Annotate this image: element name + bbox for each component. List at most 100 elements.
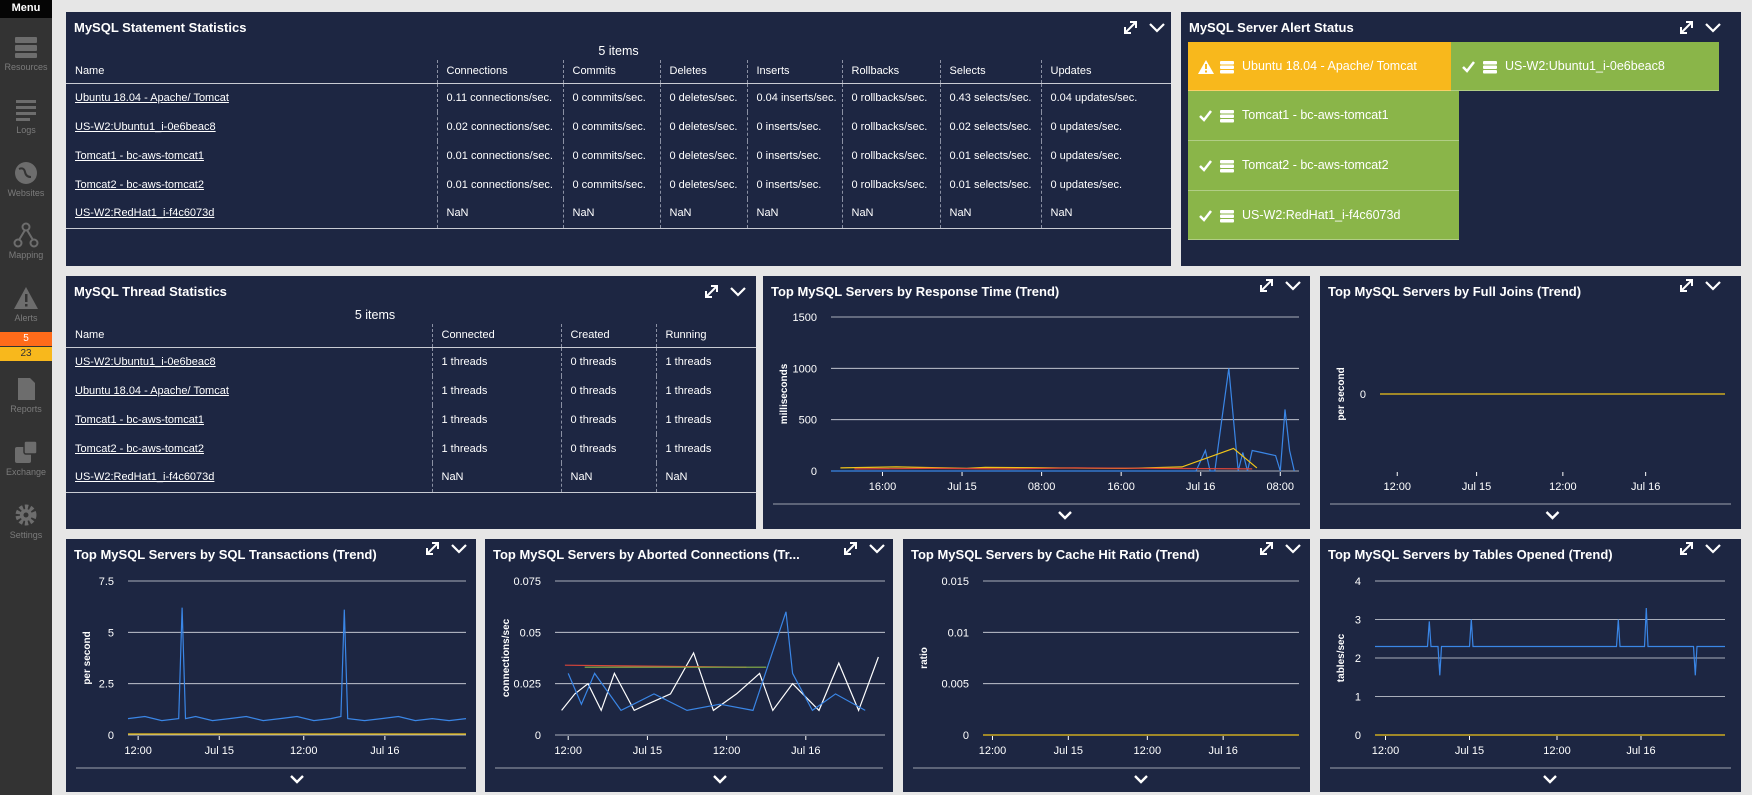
sidebar-item-label: Mapping (8, 250, 44, 260)
expand-chevron-icon[interactable] (1134, 775, 1148, 784)
table-row: US-W2:Ubuntu1_i-0e6beac8 0.02 connections… (66, 112, 1171, 141)
table-cell: 1 threads (655, 434, 756, 463)
expand-icon[interactable] (705, 285, 718, 298)
panel-title: Top MySQL Servers by SQL Transactions (T… (74, 547, 377, 562)
resource-link[interactable]: Ubuntu 18.04 - Apache/ Tomcat (75, 91, 229, 104)
column-header[interactable]: Commits (562, 60, 660, 84)
resource-link[interactable]: Tomcat2 - bc-aws-tomcat2 (75, 178, 204, 191)
table-cell: NaN (560, 463, 656, 493)
column-header[interactable]: Selects (939, 60, 1041, 84)
chevron-down-icon[interactable] (1149, 23, 1165, 33)
column-header[interactable]: Connections (436, 60, 563, 84)
chevron-down-icon[interactable] (1705, 281, 1721, 291)
y-tick-label: 5 (108, 627, 114, 639)
column-header[interactable]: Created (560, 324, 656, 348)
y-axis-label: per second (82, 631, 93, 684)
table-cell: 0 commits/sec. (562, 112, 660, 141)
expand-chevron-icon[interactable] (1545, 511, 1560, 520)
resource-link[interactable]: Tomcat1 - bc-aws-tomcat1 (75, 149, 204, 162)
expand-icon[interactable] (1680, 279, 1693, 292)
x-tick-label: 12:00 (554, 745, 582, 757)
sidebar-item-reports[interactable]: Reports (0, 376, 52, 414)
check-icon (1199, 110, 1234, 123)
chart-sql-transactions: 7.5 5 2.5 0 per second 12:00 Jul 15 12:00 Jul 16 (76, 576, 467, 784)
chevron-down-icon[interactable] (451, 544, 467, 554)
column-header[interactable]: Name (66, 324, 432, 348)
table-cell: 0 deletes/sec. (659, 170, 747, 199)
alert-tile[interactable]: Ubuntu 18.04 - Apache/ Tomcat (1188, 42, 1459, 91)
expand-chevron-icon[interactable] (713, 775, 727, 784)
alert-tile-label: Ubuntu 18.04 - Apache/ Tomcat (1242, 59, 1417, 73)
expand-icon[interactable] (1680, 542, 1693, 555)
alert-tile[interactable]: US-W2:RedHat1_i-f4c6073d (1188, 191, 1459, 240)
chevron-down-icon[interactable] (730, 287, 746, 297)
sidebar-item-alerts[interactable]: Alerts (0, 285, 52, 323)
panel-thread-statistics: MySQL Thread Statistics 5 items Name Con… (66, 276, 756, 529)
resource-link[interactable]: Tomcat2 - bc-aws-tomcat2 (75, 442, 204, 455)
panel-title: Top MySQL Servers by Full Joins (Trend) (1328, 284, 1582, 299)
chevron-down-icon[interactable] (1285, 281, 1301, 291)
x-tick-label: Jul 16 (1626, 745, 1655, 757)
expand-chevron-icon[interactable] (1543, 775, 1557, 784)
chevron-down-icon[interactable] (1705, 544, 1721, 554)
y-tick-label: 2.5 (99, 679, 114, 691)
table-row: Tomcat2 - bc-aws-tomcat2 0.01 connections… (66, 170, 1171, 199)
column-header[interactable]: Updates (1040, 60, 1171, 84)
alert-tile[interactable]: Tomcat2 - bc-aws-tomcat2 (1188, 141, 1459, 191)
expand-chevron-icon[interactable] (290, 775, 304, 784)
x-tick-label: 12:00 (979, 745, 1007, 757)
alert-count-warning[interactable]: 23 (0, 347, 52, 361)
alert-tile[interactable]: Tomcat1 - bc-aws-tomcat1 (1188, 91, 1459, 141)
y-axis-label: per second (1336, 367, 1347, 420)
resource-link[interactable]: US-W2:Ubuntu1_i-0e6beac8 (75, 120, 216, 133)
table-cell: 0 commits/sec. (562, 83, 660, 112)
resource-link[interactable]: US-W2:RedHat1_i-f4c6073d (66, 199, 437, 229)
column-header[interactable]: Rollbacks (841, 60, 940, 84)
table-cell: 0.04 inserts/sec. (746, 83, 842, 112)
expand-icon[interactable] (844, 542, 857, 555)
table-cell: NaN (431, 463, 561, 493)
table-cell: NaN (436, 199, 563, 229)
chevron-down-icon[interactable] (1285, 544, 1301, 554)
column-header[interactable]: Running (655, 324, 756, 348)
table-cell: 1 threads (431, 434, 561, 463)
warning-icon (1198, 60, 1234, 74)
resource-link[interactable]: Tomcat1 - bc-aws-tomcat1 (75, 413, 204, 426)
panel-statement-statistics: MySQL Statement Statistics 5 items Name … (66, 12, 1171, 266)
expand-icon[interactable] (1680, 21, 1693, 34)
table-cell: 0.02 selects/sec. (939, 112, 1041, 141)
sidebar-item-logs[interactable]: Logs (0, 97, 52, 135)
column-header[interactable]: Name (66, 60, 437, 84)
menu-button[interactable]: Menu (0, 0, 52, 18)
resource-link[interactable]: US-W2:RedHat1_i-f4c6073d (66, 463, 432, 493)
sidebar-item-settings[interactable]: Settings (0, 502, 52, 540)
y-tick-label: 0.01 (948, 627, 969, 639)
sidebar-item-resources[interactable]: Resources (0, 34, 52, 72)
alert-tile[interactable]: US-W2:Ubuntu1_i-0e6beac8 (1451, 42, 1719, 91)
expand-icon[interactable] (1260, 542, 1273, 555)
table-cell: 0.43 selects/sec. (939, 83, 1041, 112)
column-header[interactable]: Inserts (746, 60, 842, 84)
column-header[interactable]: Deletes (659, 60, 747, 84)
y-tick-label: 0 (108, 730, 114, 742)
chevron-down-icon[interactable] (1705, 23, 1721, 33)
resource-link[interactable]: US-W2:Ubuntu1_i-0e6beac8 (75, 355, 216, 368)
expand-icon[interactable] (426, 542, 439, 555)
sidebar-item-label: Alerts (14, 313, 38, 323)
x-tick-label: 16:00 (869, 481, 897, 493)
sidebar-item-mapping[interactable]: Mapping (0, 222, 52, 260)
chevron-down-icon[interactable] (869, 544, 885, 554)
alert-count-critical[interactable]: 5 (0, 332, 52, 346)
y-tick-label: 500 (799, 415, 817, 427)
sidebar-item-websites[interactable]: Websites (0, 160, 52, 198)
table-cell: 0 deletes/sec. (659, 141, 747, 170)
sidebar-item-exchange[interactable]: Exchange (0, 439, 52, 477)
expand-chevron-icon[interactable] (1058, 511, 1072, 520)
panel-title: MySQL Server Alert Status (1189, 20, 1354, 35)
panel-sql-transactions-trend: Top MySQL Servers by SQL Transactions (T… (66, 539, 476, 792)
resource-link[interactable]: Ubuntu 18.04 - Apache/ Tomcat (75, 384, 229, 397)
panel-controls (1124, 21, 1165, 34)
expand-icon[interactable] (1260, 279, 1273, 292)
column-header[interactable]: Connected (431, 324, 561, 348)
expand-icon[interactable] (1124, 21, 1137, 34)
